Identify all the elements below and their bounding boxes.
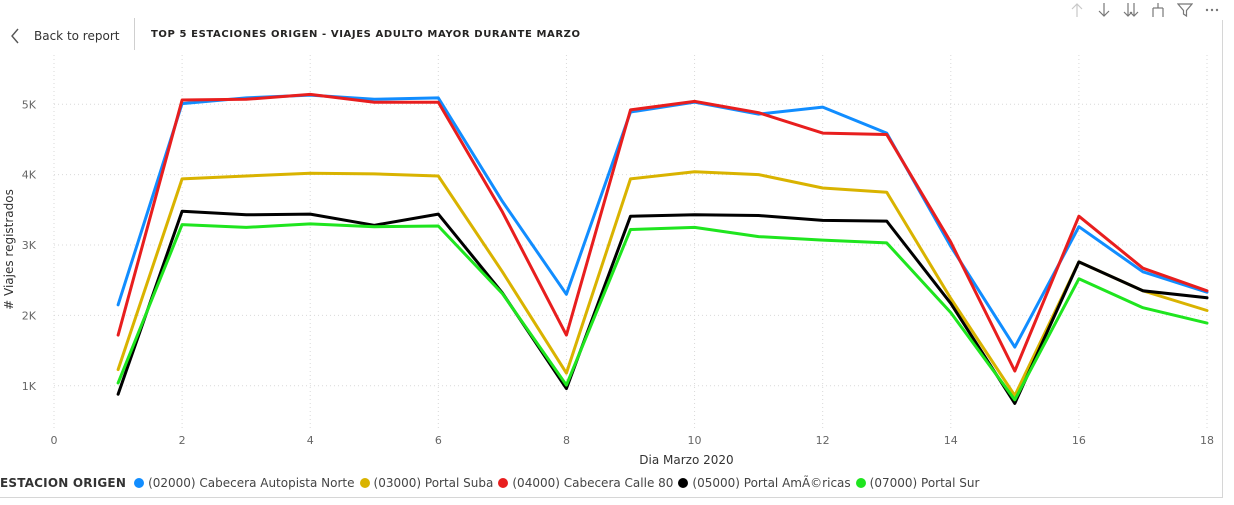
visual-title: TOP 5 ESTACIONES ORIGEN - VIAJES ADULTO … [151, 29, 581, 40]
legend-label: (07000) Portal Sur [869, 476, 980, 490]
x-tick-label: 8 [563, 434, 570, 447]
chevron-left-icon [11, 28, 19, 44]
series-line-1[interactable] [116, 93, 1209, 349]
x-tick-label: 16 [1072, 434, 1086, 447]
legend-item-4[interactable]: (05000) Portal AmÃ©ricas [678, 476, 851, 490]
x-tick-label: 2 [179, 434, 186, 447]
y-tick-label: 5K [22, 98, 37, 111]
y-tick-label: 3K [22, 239, 37, 252]
legend-marker [134, 478, 145, 488]
visual-header: Back to report TOP 5 ESTACIONES ORIGEN -… [0, 0, 1234, 72]
header-divider [134, 18, 135, 50]
legend-marker [855, 478, 866, 488]
x-tick-label: 14 [944, 434, 958, 447]
legend-label: (03000) Portal Suba [373, 476, 494, 490]
more-options-icon[interactable] [1204, 1, 1220, 19]
legend-marker [359, 478, 370, 488]
series-line-3[interactable] [116, 92, 1209, 373]
chart-legend: ESTACION ORIGEN (02000) Cabecera Autopis… [0, 474, 984, 492]
line-chart[interactable]: 1K 2K 3K 4K 5K 0 2 4 6 8 10 12 14 16 18 Dia Marzo 2020 #… [0, 0, 1234, 470]
drill-down-icon[interactable] [1123, 1, 1139, 19]
visual-border-right [1222, 20, 1223, 498]
x-tick-label: 4 [307, 434, 314, 447]
legend-item-3[interactable]: (04000) Cabecera Calle 80 [498, 476, 673, 490]
legend-label: (02000) Cabecera Autopista Norte [148, 476, 355, 490]
x-tick-label: 10 [688, 434, 702, 447]
expand-hierarchy-icon[interactable] [1150, 1, 1166, 19]
sort-descending-icon[interactable] [1096, 1, 1112, 19]
y-tick-label: 1K [22, 380, 37, 393]
x-tick-label: 0 [51, 434, 58, 447]
x-tick-label: 6 [435, 434, 442, 447]
y-tick-label: 2K [22, 309, 37, 322]
x-axis-title: Dia Marzo 2020 [639, 453, 733, 467]
y-axis-title: # Viajes registrados [2, 189, 16, 310]
legend-marker [498, 478, 509, 488]
legend-title: ESTACION ORIGEN [0, 476, 127, 490]
series-line-4[interactable] [116, 209, 1209, 405]
filter-icon[interactable] [1177, 1, 1193, 19]
sort-ascending-icon[interactable] [1069, 1, 1085, 19]
legend-marker [678, 478, 689, 488]
back-to-report-label: Back to report [34, 29, 120, 43]
legend-label: (04000) Cabecera Calle 80 [512, 476, 674, 490]
legend-item-5[interactable]: (07000) Portal Sur [855, 476, 980, 490]
x-tick-label: 18 [1200, 434, 1214, 447]
legend-label: (05000) Portal AmÃ©ricas [692, 476, 851, 490]
x-tick-label: 12 [816, 434, 830, 447]
visual-border-bottom [0, 497, 1223, 498]
y-tick-label: 4K [22, 169, 37, 182]
series-line-5[interactable] [116, 222, 1209, 402]
legend-item-1[interactable]: (02000) Cabecera Autopista Norte [134, 476, 355, 490]
visual-toolbar [1069, 0, 1220, 20]
back-to-report-button[interactable]: Back to report [10, 26, 119, 46]
series-line-2[interactable] [116, 170, 1209, 398]
legend-item-2[interactable]: (03000) Portal Suba [359, 476, 494, 490]
